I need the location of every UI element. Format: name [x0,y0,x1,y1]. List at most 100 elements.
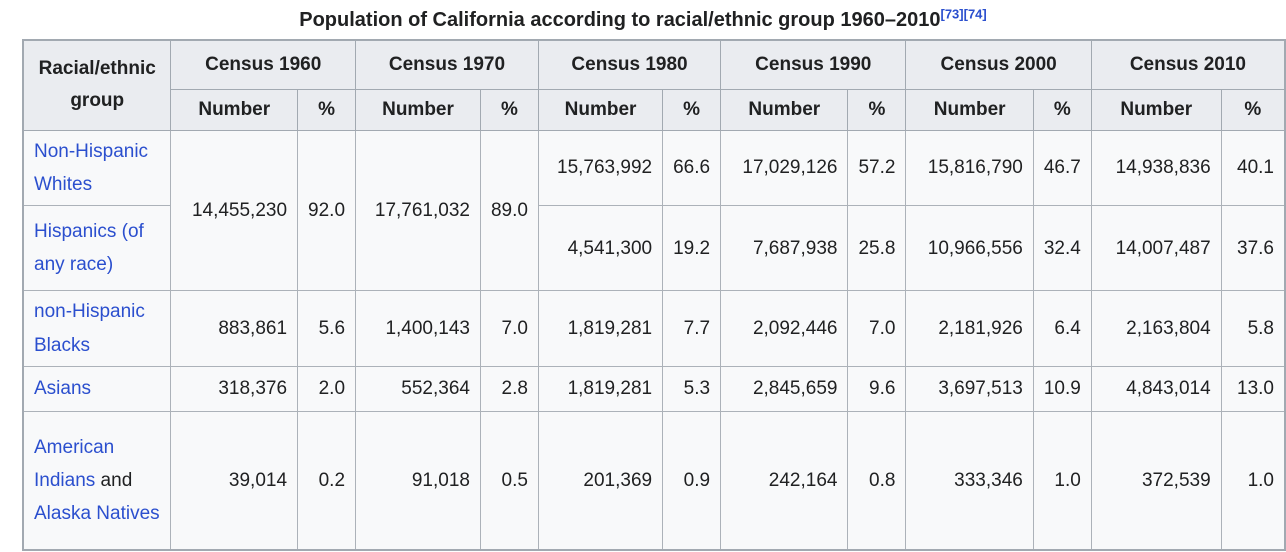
table-caption: Population of California according to ra… [0,7,1286,33]
subheader-number-2000: Number [905,88,1034,131]
column-header-census-2000: Census 2000 [905,39,1092,90]
number-cell-1960-whites-hispanics-merged: 14,455,230 [170,129,299,292]
asians-link[interactable]: Asians [34,378,92,400]
percent-cell: 46.7 [1032,129,1092,207]
table-row-non-hispanic-whites: Non-Hispanic Whites 14,455,230 92.0 17,7… [22,129,1286,292]
column-header-census-1970: Census 1970 [355,39,539,90]
number-cell: 14,938,836 [1090,129,1222,207]
table-row-american-indians-alaska-natives: American Indians and Alaska Natives 39,0… [22,410,1286,551]
subheader-number-1980: Number [537,88,664,131]
reference-sup: [73][74] [941,6,987,21]
percent-cell: 2.0 [297,365,357,412]
percent-cell: 9.6 [847,365,907,412]
percent-cell: 5.8 [1220,290,1286,367]
number-cell: 14,007,487 [1090,205,1222,292]
percent-cell: 0.9 [662,410,722,551]
percent-cell-1970-whites-hispanics-merged: 89.0 [479,129,539,292]
percent-cell: 0.2 [297,410,357,551]
table-row-hispanics: Hispanics (of any race) 4,541,300 19.2 7… [22,205,1286,292]
row-label-american-indians-alaska-natives: American Indians and Alaska Natives [22,410,172,551]
non-hispanic-blacks-link[interactable]: non-Hispanic Blacks [34,301,145,356]
american-indians-link[interactable]: American Indians [34,436,115,491]
percent-cell: 7.0 [847,290,907,367]
percent-cell: 19.2 [662,205,722,292]
percent-cell: 1.0 [1032,410,1092,551]
table-row-non-hispanic-blacks: non-Hispanic Blacks 883,861 5.6 1,400,14… [22,290,1286,367]
alaska-natives-link[interactable]: Alaska Natives [34,503,160,525]
percent-cell: 40.1 [1220,129,1286,207]
header-row-census: Racial/ethnic group Census 1960 Census 1… [22,39,1286,131]
label-conjunction: and [95,469,133,491]
percent-cell: 32.4 [1032,205,1092,292]
number-cell: 7,687,938 [720,205,849,292]
number-cell: 552,364 [355,365,481,412]
number-cell: 4,843,014 [1090,365,1222,412]
subheader-number-1990: Number [720,88,849,131]
number-cell: 2,163,804 [1090,290,1222,367]
percent-cell: 6.4 [1032,290,1092,367]
number-cell: 2,092,446 [720,290,849,367]
subheader-percent-1980: % [662,88,722,131]
number-cell: 333,346 [905,410,1034,551]
subheader-number-1970: Number [355,88,481,131]
number-cell: 2,181,926 [905,290,1034,367]
number-cell: 318,376 [170,365,299,412]
subheader-percent-1960: % [297,88,357,131]
header-row-sub: Number % Number % Number % Number % Numb… [23,88,1286,131]
column-header-census-2010: Census 2010 [1090,39,1286,90]
percent-cell: 25.8 [847,205,907,292]
percent-cell: 13.0 [1220,365,1286,412]
population-table: Racial/ethnic group Census 1960 Census 1… [22,39,1286,552]
number-cell: 15,763,992 [537,129,664,207]
number-cell: 10,966,556 [905,205,1034,292]
number-cell: 3,697,513 [905,365,1034,412]
percent-cell: 1.0 [1220,410,1286,551]
row-label-hispanics: Hispanics (of any race) [22,205,172,292]
number-cell: 2,845,659 [720,365,849,412]
subheader-percent-1970: % [479,88,539,131]
row-label-non-hispanic-blacks: non-Hispanic Blacks [22,290,172,367]
ref-link-74[interactable]: [74] [963,6,987,22]
number-cell: 4,541,300 [537,205,664,292]
number-cell: 39,014 [170,410,299,551]
number-cell: 1,819,281 [537,290,664,367]
percent-cell: 37.6 [1220,205,1286,292]
percent-cell: 7.0 [479,290,539,367]
number-cell: 15,816,790 [905,129,1034,207]
percent-cell: 7.7 [662,290,722,367]
number-cell: 1,400,143 [355,290,481,367]
number-cell: 883,861 [170,290,299,367]
row-label-non-hispanic-whites: Non-Hispanic Whites [22,129,172,207]
percent-cell: 5.6 [297,290,357,367]
subheader-percent-2000: % [1032,88,1092,131]
caption-text: Population of California according to ra… [299,9,941,31]
number-cell: 1,819,281 [537,365,664,412]
column-header-census-1990: Census 1990 [720,39,907,90]
percent-cell: 0.8 [847,410,907,551]
subheader-number-2010: Number [1090,88,1222,131]
row-label-asians: Asians [22,365,172,412]
subheader-number-1960: Number [170,88,299,131]
number-cell-1970-whites-hispanics-merged: 17,761,032 [355,129,481,292]
column-header-census-1980: Census 1980 [537,39,722,90]
percent-cell: 10.9 [1032,365,1092,412]
percent-cell: 66.6 [662,129,722,207]
percent-cell: 57.2 [847,129,907,207]
table-row-asians: Asians 318,376 2.0 552,364 2.8 1,819,281… [22,365,1286,412]
number-cell: 17,029,126 [720,129,849,207]
percent-cell: 5.3 [662,365,722,412]
subheader-percent-1990: % [847,88,907,131]
percent-cell: 2.8 [479,365,539,412]
percent-cell: 0.5 [479,410,539,551]
column-header-census-1960: Census 1960 [170,39,357,90]
non-hispanic-whites-link[interactable]: Non-Hispanic Whites [34,140,149,196]
number-cell: 201,369 [537,410,664,551]
hispanics-link[interactable]: Hispanics (of any race) [34,221,144,276]
number-cell: 372,539 [1090,410,1222,551]
number-cell: 242,164 [720,410,849,551]
percent-cell-1960-whites-hispanics-merged: 92.0 [297,129,357,292]
ref-link-73[interactable]: [73] [940,6,964,22]
number-cell: 91,018 [355,410,481,551]
subheader-percent-2010: % [1220,88,1286,131]
